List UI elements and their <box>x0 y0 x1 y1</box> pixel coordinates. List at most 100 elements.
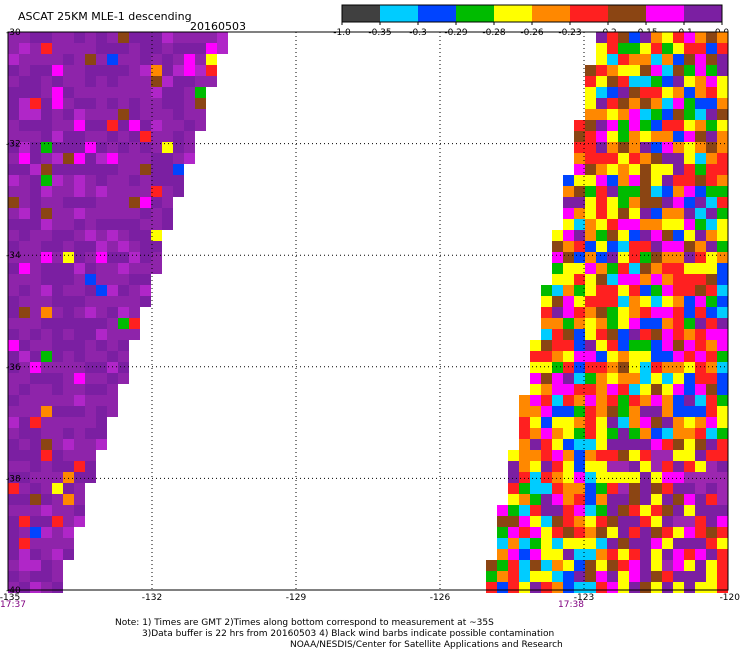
swath-pixel <box>19 98 30 109</box>
swath-pixel <box>640 439 651 450</box>
swath-pixel <box>695 219 706 230</box>
swath-pixel <box>206 65 217 76</box>
swath-pixel <box>552 329 563 340</box>
swath-pixel <box>596 252 607 263</box>
swath-pixel <box>184 54 195 65</box>
swath-pixel <box>173 186 184 197</box>
swath-pixel <box>684 274 695 285</box>
swath-pixel <box>607 516 618 527</box>
swath-pixel <box>684 417 695 428</box>
swath-pixel <box>30 439 41 450</box>
swath-pixel <box>607 43 618 54</box>
swath-pixel <box>8 362 19 373</box>
swath-pixel <box>19 428 30 439</box>
swath-pixel <box>574 483 585 494</box>
swath-pixel <box>585 142 596 153</box>
swath-pixel <box>618 472 629 483</box>
swath-pixel <box>41 450 52 461</box>
swath-pixel <box>662 373 673 384</box>
swath-pixel <box>552 461 563 472</box>
swath-pixel <box>629 384 640 395</box>
swath-pixel <box>607 307 618 318</box>
swath-pixel <box>195 32 206 43</box>
swath-pixel <box>607 549 618 560</box>
swath-pixel <box>563 263 574 274</box>
swath-pixel <box>140 197 151 208</box>
swath-pixel <box>717 76 728 87</box>
swath-pixel <box>151 164 162 175</box>
swath-pixel <box>162 164 173 175</box>
swath-pixel <box>140 175 151 186</box>
swath-pixel <box>107 362 118 373</box>
swath-pixel <box>19 472 30 483</box>
note-line-1: Note: 1) Times are GMT 2)Times along bot… <box>115 618 494 628</box>
swath-pixel <box>673 527 684 538</box>
swath-pixel <box>8 340 19 351</box>
swath-pixel <box>173 54 184 65</box>
swath-pixel <box>530 373 541 384</box>
swath-pixel <box>629 164 640 175</box>
swath-pixel <box>107 263 118 274</box>
swath-pixel <box>563 406 574 417</box>
swath-pixel <box>41 252 52 263</box>
swath-pixel <box>52 373 63 384</box>
swath-pixel <box>695 120 706 131</box>
swath-pixel <box>85 472 96 483</box>
swath-pixel <box>118 252 129 263</box>
swath-pixel <box>695 175 706 186</box>
swath-pixel <box>52 230 63 241</box>
swath-pixel <box>486 571 497 582</box>
swath-pixel <box>629 318 640 329</box>
swath-pixel <box>596 527 607 538</box>
swath-pixel <box>607 340 618 351</box>
swath-pixel <box>96 164 107 175</box>
swath-pixel <box>585 120 596 131</box>
swath-pixel <box>574 120 585 131</box>
swath-pixel <box>618 98 629 109</box>
swath-pixel <box>30 494 41 505</box>
swath-pixel <box>96 384 107 395</box>
swath-pixel <box>629 98 640 109</box>
swath-pixel <box>640 549 651 560</box>
swath-pixel <box>63 527 74 538</box>
swath-pixel <box>706 505 717 516</box>
swath-pixel <box>63 65 74 76</box>
swath-pixel <box>662 505 673 516</box>
swath-pixel <box>651 439 662 450</box>
swath-pixel <box>629 32 640 43</box>
swath-pixel <box>596 142 607 153</box>
swath-pixel <box>596 560 607 571</box>
product-title: ASCAT 25KM MLE-1 descending <box>18 10 192 23</box>
swath-pixel <box>706 571 717 582</box>
swath-pixel <box>673 395 684 406</box>
swath-pixel <box>530 516 541 527</box>
swath-pixel <box>552 395 563 406</box>
swath-pixel <box>684 549 695 560</box>
swath-pixel <box>530 340 541 351</box>
swath-pixel <box>585 340 596 351</box>
swath-pixel <box>118 263 129 274</box>
swath-pixel <box>140 65 151 76</box>
swath-pixel <box>30 32 41 43</box>
swath-pixel <box>684 186 695 197</box>
swath-pixel <box>19 527 30 538</box>
swath-pixel <box>706 417 717 428</box>
swath-pixel <box>497 571 508 582</box>
swath-pixel <box>706 131 717 142</box>
swath-pixel <box>107 307 118 318</box>
swath-pixel <box>596 230 607 241</box>
swath-pixel <box>629 450 640 461</box>
swath-pixel <box>585 329 596 340</box>
swath-pixel <box>85 351 96 362</box>
swath-pixel <box>140 76 151 87</box>
swath-pixel <box>74 153 85 164</box>
swath-pixel <box>74 186 85 197</box>
swath-pixel <box>651 472 662 483</box>
swath-pixel <box>717 32 728 43</box>
swath-pixel <box>662 329 673 340</box>
swath-pixel <box>640 285 651 296</box>
swath-pixel <box>74 142 85 153</box>
swath-pixel <box>41 296 52 307</box>
swath-pixel <box>96 98 107 109</box>
swath-pixel <box>673 197 684 208</box>
